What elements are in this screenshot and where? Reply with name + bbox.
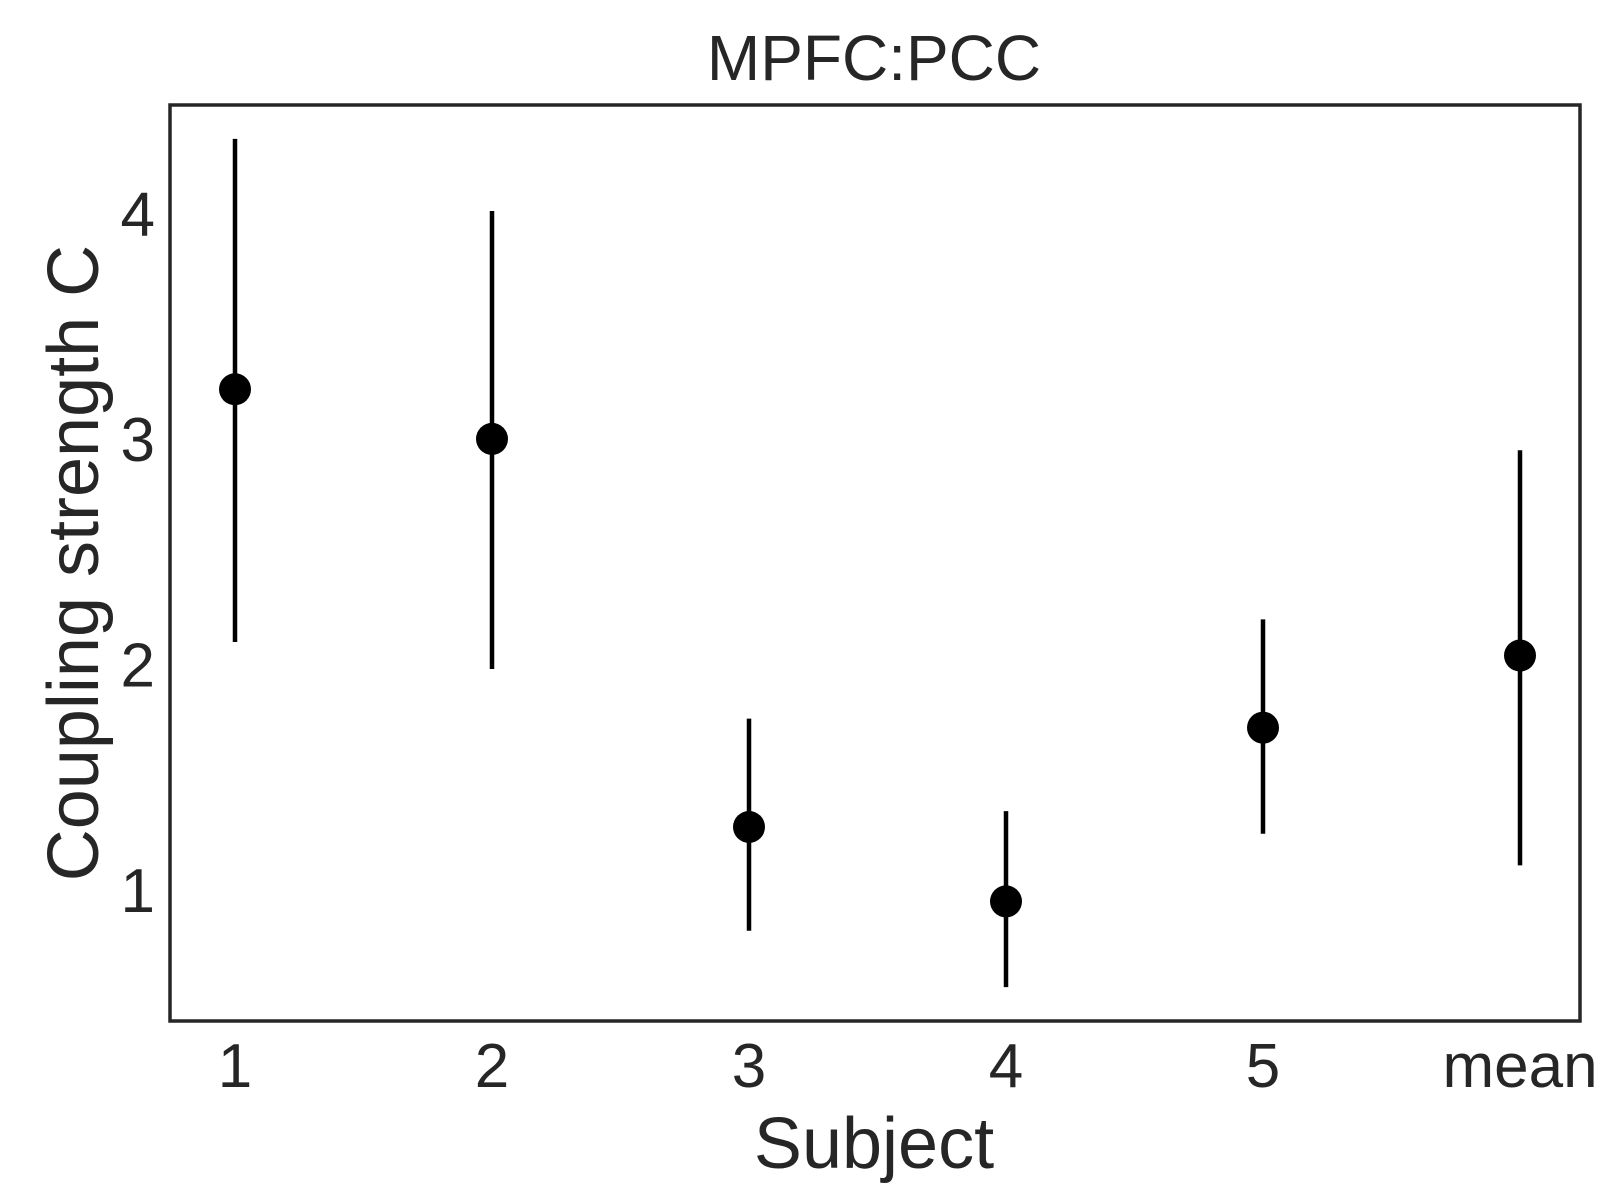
x-tick-label: 5 (1246, 1032, 1280, 1101)
data-point-1 (219, 373, 251, 406)
data-point-5 (1247, 711, 1279, 744)
x-tick-label: 2 (475, 1032, 509, 1101)
y-tick-labels: 1 2 3 4 (121, 180, 155, 926)
x-tick-label: 3 (732, 1032, 766, 1101)
data-point-mean (1504, 639, 1536, 672)
x-tick-label: 1 (218, 1032, 252, 1101)
y-tick-label: 3 (121, 406, 155, 475)
data-marks (219, 138, 1536, 988)
x-axis-label: Subject (754, 1104, 994, 1184)
y-tick-label: 1 (121, 857, 155, 926)
chart-title: MPFC:PCC (707, 22, 1041, 94)
data-point-4 (990, 885, 1022, 918)
y-axis-label: Coupling strength C (34, 245, 114, 881)
y-tick-label: 2 (121, 632, 155, 701)
data-point-2 (476, 422, 508, 455)
y-tick-label: 4 (121, 180, 155, 249)
data-point-3 (733, 810, 765, 843)
x-tick-label: mean (1442, 1032, 1597, 1101)
plot-frame (168, 103, 1582, 1023)
x-tick-labels: 1 2 3 4 5 mean (218, 1032, 1598, 1101)
x-tick-label: 4 (989, 1032, 1023, 1101)
